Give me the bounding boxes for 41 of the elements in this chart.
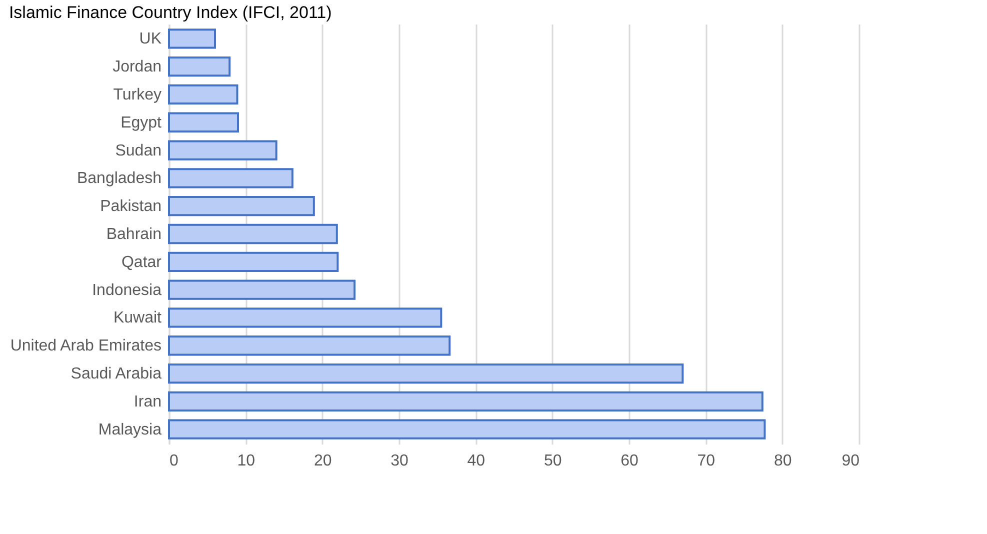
x-tick-label: 40 <box>467 452 486 470</box>
x-tick-label: 90 <box>842 452 860 470</box>
bar <box>168 391 764 412</box>
x-tick-label: 0 <box>170 452 178 470</box>
y-tick-label: Malaysia <box>98 421 162 438</box>
y-tick-label: Jordan <box>112 58 162 76</box>
bar <box>168 140 278 160</box>
x-tick-label: 30 <box>390 452 408 470</box>
bar <box>168 336 451 356</box>
y-tick-label: Bahrain <box>106 226 162 243</box>
x-tick-label: 60 <box>620 452 638 470</box>
bar <box>168 419 766 440</box>
y-tick-label: Sudan <box>115 142 162 160</box>
bar <box>168 56 231 77</box>
y-tick-label: Qatar <box>121 254 162 271</box>
bar <box>168 224 338 244</box>
y-tick-label: Saudi Arabia <box>70 366 162 383</box>
y-tick-label: Iran <box>134 393 162 410</box>
x-tick-label: 70 <box>697 452 716 470</box>
x-tick-label: 50 <box>544 452 562 470</box>
bar <box>168 308 442 328</box>
bar <box>168 280 356 300</box>
y-tick-label: Kuwait <box>113 310 162 327</box>
y-tick-label: Pakistan <box>100 198 162 216</box>
bar <box>168 363 684 384</box>
bar <box>168 112 239 132</box>
y-tick-label: Bangladesh <box>76 170 162 188</box>
x-tick-label: 80 <box>774 452 792 470</box>
bar <box>168 168 294 188</box>
y-tick-label: Indonesia <box>92 282 162 299</box>
bar <box>168 28 216 49</box>
y-tick-label: UK <box>139 30 162 48</box>
x-tick-label: 10 <box>237 452 256 470</box>
y-tick-label: Egypt <box>120 114 162 132</box>
x-tick-label: 20 <box>314 452 332 470</box>
y-tick-label: Turkey <box>113 86 162 104</box>
bar <box>168 196 315 216</box>
y-tick-label: United Arab Emirates <box>10 338 162 355</box>
bar <box>168 252 339 272</box>
bar <box>168 84 238 105</box>
chart-title: Islamic Finance Country Index (IFCI, 2011) <box>8 3 332 22</box>
